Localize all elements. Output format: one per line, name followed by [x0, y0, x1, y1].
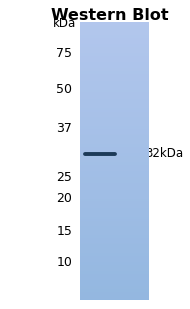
Text: Western Blot: Western Blot	[51, 8, 169, 23]
Text: 75: 75	[56, 47, 72, 60]
Text: 10: 10	[56, 256, 72, 269]
Text: 20: 20	[56, 192, 72, 205]
Text: 25: 25	[56, 171, 72, 184]
Text: 15: 15	[56, 225, 72, 238]
Text: 37: 37	[56, 122, 72, 135]
Text: 50: 50	[56, 83, 72, 96]
Text: 32kDa: 32kDa	[145, 147, 183, 160]
Text: kDa: kDa	[53, 17, 76, 30]
